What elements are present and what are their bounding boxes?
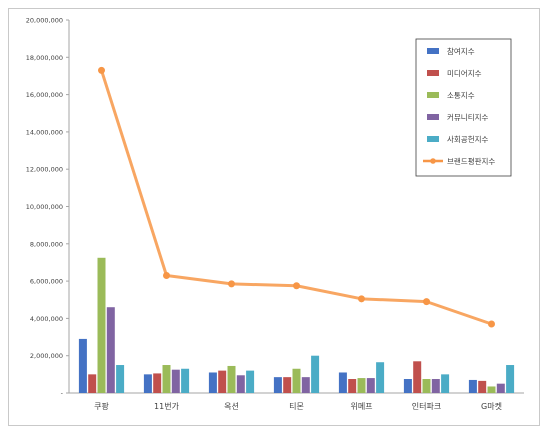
bar [181, 368, 190, 393]
y-tick-label: 8,000,000 [30, 240, 63, 248]
bar [236, 375, 245, 393]
y-tick-label: 6,000,000 [30, 278, 63, 286]
line-point [98, 66, 105, 74]
x-tick-label: 옥션 [224, 401, 239, 411]
bar [357, 378, 366, 393]
bar [171, 369, 180, 393]
x-tick-label: 쿠팡 [94, 401, 109, 411]
legend-label: 브랜드평판지수 [447, 156, 495, 166]
line-point [358, 295, 365, 303]
bar [292, 368, 301, 393]
legend-swatch [427, 70, 439, 76]
legend-label: 소통지수 [447, 91, 475, 100]
bar [227, 365, 236, 393]
bar [116, 365, 125, 393]
y-tick-label: 10,000,000 [26, 203, 63, 211]
x-tick-label: 티몬 [289, 402, 304, 411]
bar [97, 257, 106, 393]
bar [431, 379, 440, 393]
chart-frame: - 2,000,000 4,000,000 6,000,000 8,000,000 10,… [8, 8, 540, 426]
bar [422, 379, 431, 393]
legend-label: 사회공헌지수 [447, 135, 488, 144]
legend-marker [430, 158, 436, 164]
y-tick-label: 2,000,000 [30, 352, 63, 360]
bar [208, 372, 217, 393]
x-tick-label: G마켓 [481, 401, 502, 411]
bar [143, 374, 152, 393]
line-point [423, 298, 430, 306]
y-tick-label: 12,000,000 [26, 166, 63, 174]
bar [162, 365, 171, 393]
bar [153, 373, 162, 393]
bar [413, 361, 422, 393]
bar [106, 307, 115, 393]
x-tick-label: 인터파크 [412, 401, 441, 411]
x-tick-label: 위메프 [350, 402, 372, 411]
legend-label: 참여지수 [447, 46, 475, 56]
bar [468, 379, 477, 393]
bar [496, 383, 505, 393]
bar [403, 379, 412, 393]
line-point [228, 280, 235, 288]
bar [88, 374, 97, 393]
bar [348, 379, 357, 393]
legend-swatch [427, 48, 439, 54]
legend-label: 미디어지수 [447, 68, 482, 78]
y-axis-ticks: - 2,000,000 4,000,000 6,000,000 8,000,000 10,… [26, 17, 69, 398]
bar [283, 377, 292, 393]
bar [441, 374, 450, 393]
bar [273, 377, 282, 393]
bar [311, 355, 320, 393]
legend-swatch [427, 92, 439, 98]
bar [338, 372, 347, 393]
bar-series [78, 257, 515, 393]
bar [366, 378, 375, 393]
legend-swatch [427, 114, 439, 120]
brand-reputation-chart: - 2,000,000 4,000,000 6,000,000 8,000,000 10,… [26, 17, 524, 411]
line-series [98, 66, 495, 328]
bar [246, 370, 255, 393]
legend-box [415, 38, 512, 177]
line-point [293, 282, 300, 290]
y-tick-label: 18,000,000 [26, 54, 63, 62]
y-tick-label: 16,000,000 [26, 91, 63, 99]
bar [78, 338, 87, 393]
legend-label: 커뮤니티지수 [447, 113, 488, 122]
y-tick-label: - [61, 390, 64, 398]
legend-swatch [427, 136, 439, 142]
y-tick-label: 20,000,000 [26, 17, 63, 25]
bar [478, 380, 487, 393]
bar [506, 365, 515, 393]
y-tick-label: 4,000,000 [30, 315, 63, 323]
x-axis-labels: 쿠팡 11번가 옥션 티몬 위메프 인터파크 G마켓 [94, 401, 502, 411]
bar [376, 362, 385, 393]
line-point [163, 272, 170, 280]
x-tick-label: 11번가 [154, 402, 180, 411]
line-point [488, 320, 495, 328]
bar [218, 370, 227, 393]
bar [301, 377, 310, 393]
bar [487, 386, 496, 393]
y-tick-label: 14,000,000 [26, 128, 63, 136]
